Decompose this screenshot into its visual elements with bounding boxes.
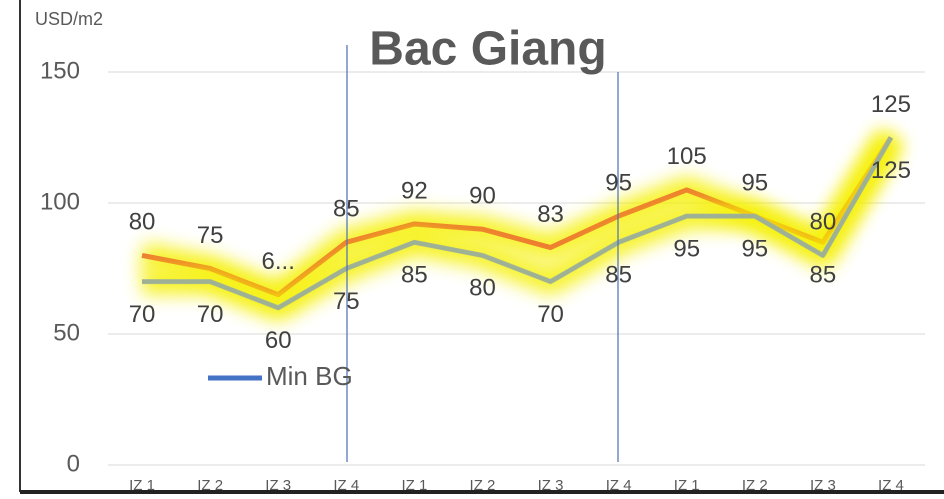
- data-label: 92: [401, 177, 428, 204]
- data-label: 80: [469, 275, 496, 302]
- data-label: 75: [197, 222, 224, 249]
- data-label: 70: [197, 301, 224, 328]
- data-label: 60: [265, 327, 292, 354]
- y-tick-label: 50: [53, 319, 80, 346]
- legend-label: Min BG: [266, 361, 353, 391]
- x-tick-label: IZ 1: [401, 477, 427, 494]
- data-label: 80: [129, 209, 156, 236]
- data-label: 95: [741, 235, 768, 262]
- data-label: 125: [871, 157, 911, 184]
- x-tick-label: IZ 1: [674, 477, 700, 494]
- data-label: 95: [741, 169, 768, 196]
- line-overlay: [142, 136, 894, 311]
- x-tick-label: IZ 3: [810, 477, 836, 494]
- x-tick-label: IZ 4: [333, 477, 359, 494]
- chart-title: Bac Giang: [369, 23, 606, 76]
- y-tick-label: 0: [67, 450, 80, 477]
- data-label: 85: [401, 262, 428, 289]
- x-tick-label: IZ 4: [878, 477, 904, 494]
- data-label: 125: [871, 91, 911, 118]
- x-tick-label: IZ 3: [265, 477, 291, 494]
- y-tick-label: 150: [40, 57, 80, 84]
- data-label: 83: [537, 201, 564, 228]
- data-label: 6...: [262, 248, 295, 275]
- data-label: 90: [469, 183, 496, 210]
- data-label: 85: [333, 196, 360, 223]
- data-label: 85: [810, 262, 837, 289]
- x-tick-label: IZ 2: [197, 477, 223, 494]
- data-label: 70: [537, 301, 564, 328]
- x-tick-label: IZ 2: [742, 477, 768, 494]
- y-tick-label: 100: [40, 188, 80, 215]
- data-label: 105: [667, 143, 707, 170]
- x-tick-label: IZ 4: [606, 477, 632, 494]
- x-tick-label: IZ 3: [538, 477, 564, 494]
- data-label: 80: [810, 209, 837, 236]
- y-axis-label: USD/m2: [35, 9, 103, 29]
- data-label: 95: [673, 235, 700, 262]
- data-label: 85: [605, 262, 632, 289]
- x-tick-label: IZ 2: [470, 477, 496, 494]
- data-label: 70: [129, 301, 156, 328]
- data-label: 75: [333, 288, 360, 315]
- x-tick-label: IZ 1: [129, 477, 155, 494]
- data-label: 95: [605, 169, 632, 196]
